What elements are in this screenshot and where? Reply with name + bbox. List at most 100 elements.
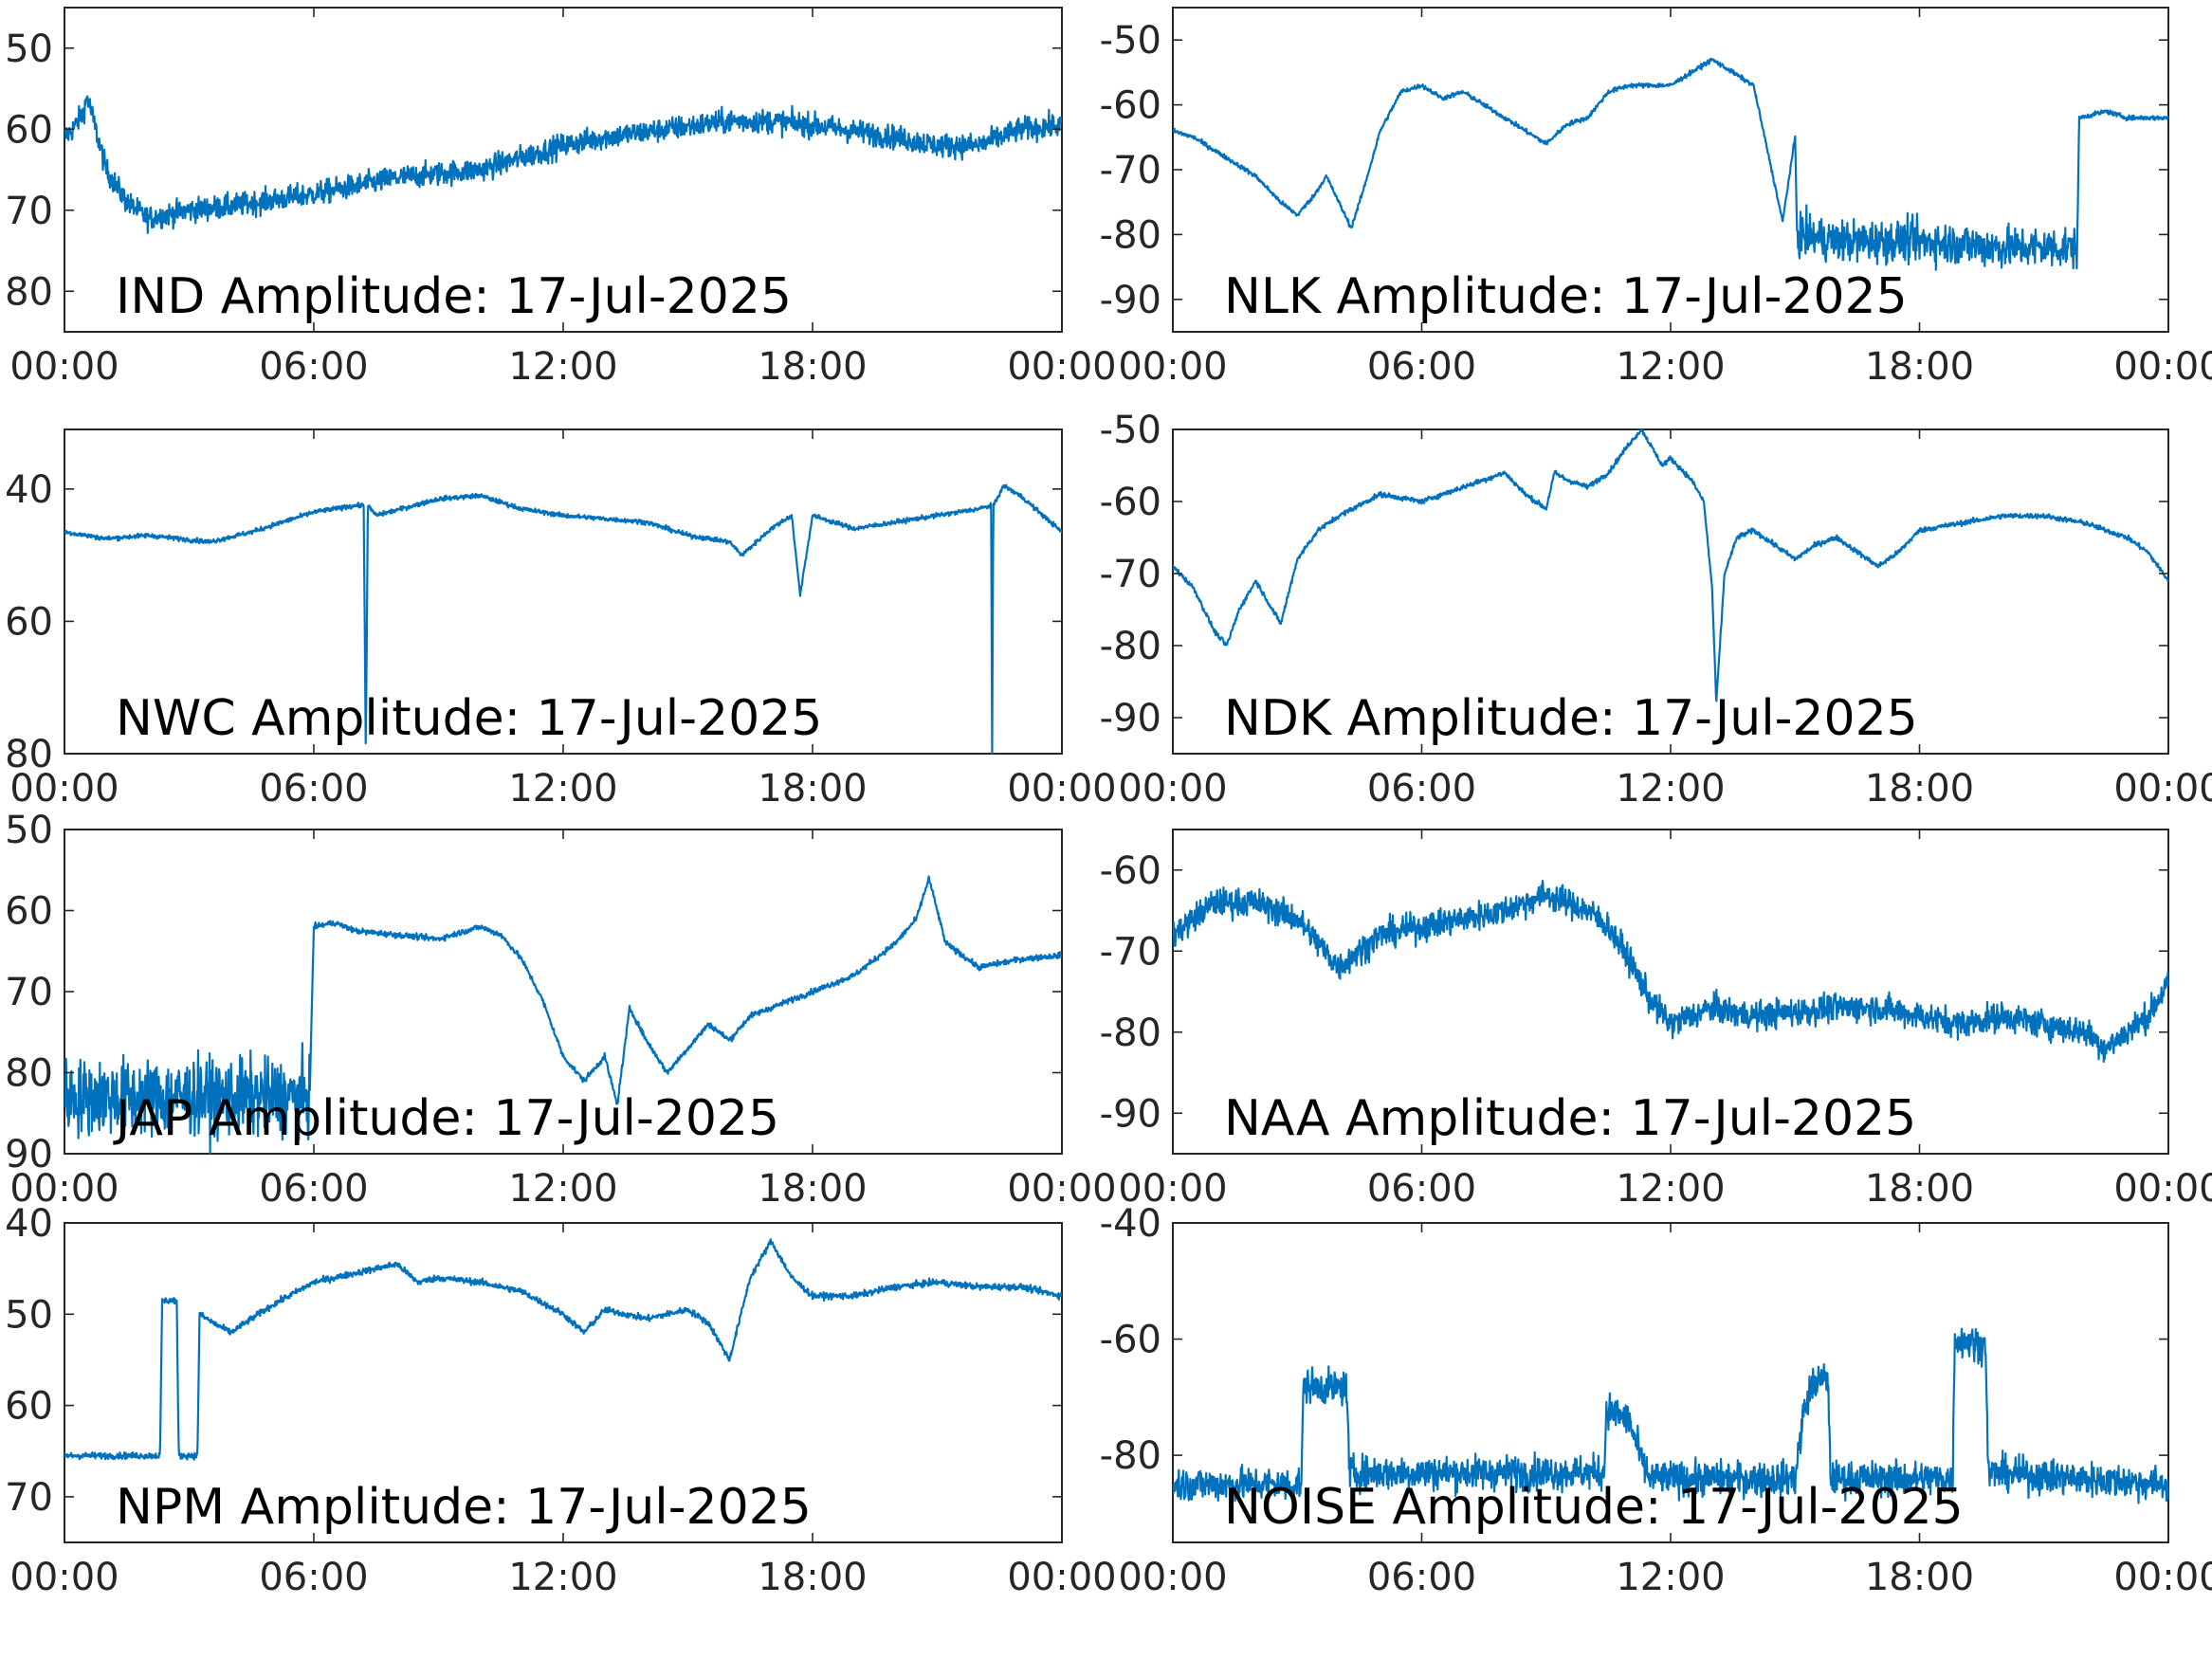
amplitude-trace [64,95,1062,234]
x-tick-label: 12:00 [1616,345,1725,389]
y-tick-label: -90 [1100,1092,1161,1136]
y-tick-label: -40 [1100,1202,1161,1246]
panel-6: 00:00 06:00 12:00 18:00 00:00 -60 -70 -80 -90 NAA… [1100,829,2212,1211]
y-tick-label: 70 [5,190,53,233]
panel-2: 00:00 06:00 12:00 18:00 00:00 -50 -60 -70 -80 -90… [1100,7,2212,389]
x-tick-label: 00:00 [1007,1556,1116,1599]
x-tick-label: 06:00 [1367,1556,1476,1599]
x-tick-label: 00:00 [2113,345,2212,389]
x-tick-label: 00:00 [9,1556,119,1599]
panel-title: NWC Amplitude: 17-Jul-2025 [116,690,822,747]
y-tick-label: 70 [5,1476,53,1520]
amplitude-trace [1173,429,2168,702]
panel-5: 00:00 06:00 12:00 18:00 00:00 50 60 70 80 90 JAP A… [5,809,1117,1211]
x-tick-label: 18:00 [1865,345,1974,389]
x-tick-label: 00:00 [1118,345,1227,389]
x-tick-label: 00:00 [2113,1556,2212,1599]
x-tick-label: 12:00 [508,1167,617,1211]
x-tick-label: 00:00 [1118,767,1227,811]
y-tick-label: 40 [5,468,53,512]
x-tick-label: 06:00 [259,767,368,811]
panel-title: NOISE Amplitude: 17-Jul-2025 [1224,1479,1964,1536]
x-tick-label: 18:00 [758,1167,867,1211]
x-tick-label: 12:00 [508,1556,617,1599]
amplitude-trace [1173,879,2168,1064]
x-tick-label: 00:00 [9,345,119,389]
x-tick-label: 06:00 [259,1556,368,1599]
y-tick-label: 60 [5,890,53,934]
amplitude-trace [64,1238,1062,1461]
plot-frame [1172,428,2169,755]
x-tick-label: 18:00 [758,1556,867,1599]
y-tick-label: -70 [1100,553,1161,596]
plot-frame [64,428,1063,755]
x-tick-label: 12:00 [1616,767,1725,811]
panel-title: IND Amplitude: 17-Jul-2025 [116,268,792,325]
panel-title: NLK Amplitude: 17-Jul-2025 [1224,268,1908,325]
x-tick-label: 18:00 [758,345,867,389]
x-tick-label: 18:00 [1865,1167,1974,1211]
y-tick-label: -90 [1100,697,1161,740]
y-tick-label: 50 [5,809,53,852]
x-tick-label: 00:00 [2113,767,2212,811]
plot-frame [1172,7,2169,333]
panel-8: 00:00 06:00 12:00 18:00 00:00 -40 -60 -80 NOISE … [1100,1202,2212,1599]
plot-frame [1172,829,2169,1155]
x-tick-label: 00:00 [2113,1167,2212,1211]
x-tick-label: 06:00 [259,1167,368,1211]
y-tick-label: -60 [1100,84,1161,128]
x-tick-label: 00:00 [1118,1556,1227,1599]
panel-title: JAP Amplitude: 17-Jul-2025 [113,1090,779,1147]
panel-title: NPM Amplitude: 17-Jul-2025 [116,1479,812,1536]
y-tick-label: 80 [5,270,53,314]
x-tick-label: 12:00 [508,767,617,811]
x-tick-label: 00:00 [9,1167,119,1211]
x-tick-label: 00:00 [1007,1167,1116,1211]
y-tick-label: -80 [1100,1434,1161,1478]
y-tick-label: 50 [5,27,53,71]
y-tick-label: -90 [1100,279,1161,322]
x-tick-label: 12:00 [1616,1167,1725,1211]
plot-frame [64,7,1063,333]
y-tick-label: 60 [5,1385,53,1429]
y-tick-label: -60 [1100,849,1161,893]
y-tick-label: 40 [5,1202,53,1246]
amplitude-trace [1173,1327,2168,1504]
amplitude-trace [64,875,1062,1154]
x-tick-label: 12:00 [508,345,617,389]
y-tick-label: 80 [5,733,53,776]
y-tick-label: -50 [1100,409,1161,452]
y-tick-label: -70 [1100,149,1161,192]
x-tick-label: 06:00 [259,345,368,389]
plot-frame [64,1222,1063,1543]
y-tick-label: 60 [5,600,53,644]
y-tick-label: -60 [1100,481,1161,524]
y-tick-label: -80 [1100,213,1161,257]
x-tick-label: 06:00 [1367,767,1476,811]
y-tick-label: -50 [1100,19,1161,63]
x-tick-label: 06:00 [1367,345,1476,389]
amplitude-trace [64,483,1062,754]
y-tick-label: 70 [5,971,53,1014]
y-tick-label: 80 [5,1052,53,1096]
y-tick-label: -70 [1100,930,1161,974]
y-tick-label: -60 [1100,1319,1161,1362]
panel-7: 00:00 06:00 12:00 18:00 00:00 40 50 60 70 NPM Amp… [5,1202,1117,1599]
y-tick-label: -80 [1100,1012,1161,1055]
x-tick-label: 00:00 [1007,345,1116,389]
panel-4: 00:00 06:00 12:00 18:00 00:00 -50 -60 -70 -80 -90… [1100,409,2212,811]
x-tick-label: 00:00 [1007,767,1116,811]
y-tick-label: 90 [5,1133,53,1176]
y-tick-label: 50 [5,1293,53,1337]
panel-title: NAA Amplitude: 17-Jul-2025 [1224,1090,1916,1147]
y-tick-label: 60 [5,108,53,152]
x-tick-label: 18:00 [1865,1556,1974,1599]
panel-title: NDK Amplitude: 17-Jul-2025 [1224,690,1918,747]
x-tick-label: 18:00 [1865,767,1974,811]
plot-frame [64,829,1063,1155]
x-tick-label: 12:00 [1616,1556,1725,1599]
x-tick-label: 06:00 [1367,1167,1476,1211]
panel-1: 00:00 06:00 12:00 18:00 00:00 50 60 70 80 IND Amp… [5,7,1117,389]
panel-3: 00:00 06:00 12:00 18:00 00:00 40 60 80 NWC Ampli… [5,428,1117,811]
